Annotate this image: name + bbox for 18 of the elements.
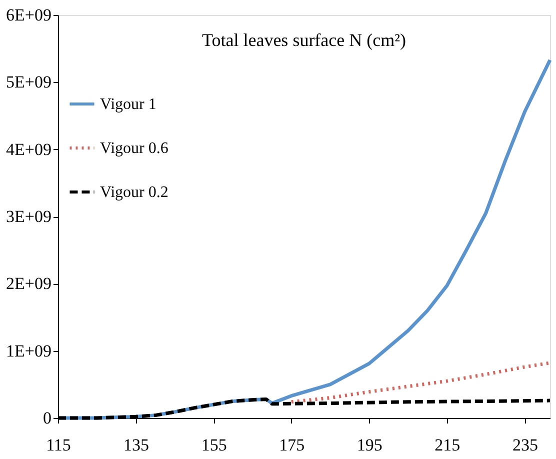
y-tick-label: 1E+09 bbox=[6, 341, 52, 360]
x-tick-label: 135 bbox=[124, 436, 150, 454]
y-tick-label: 0 bbox=[43, 408, 52, 428]
y-tick-label: 6E+09 bbox=[6, 6, 52, 24]
legend-label: Vigour 1 bbox=[100, 96, 156, 113]
x-tick-label: 115 bbox=[46, 436, 71, 454]
x-tick-label: 215 bbox=[434, 436, 460, 454]
y-tick-label: 3E+09 bbox=[6, 207, 52, 226]
legend-label: Vigour 0.2 bbox=[100, 184, 168, 201]
x-tick-label: 155 bbox=[201, 436, 227, 454]
y-tick-label: 5E+09 bbox=[6, 72, 52, 92]
y-tick-label: 2E+09 bbox=[6, 274, 52, 294]
legend-label: Vigour 0.6 bbox=[100, 140, 168, 157]
x-tick-label: 195 bbox=[356, 436, 382, 454]
text: Total leaves surface N (cm²) bbox=[202, 30, 406, 50]
x-tick-label: 235 bbox=[512, 436, 538, 454]
x-tick-label: 175 bbox=[279, 436, 305, 454]
y-tick-label: 4E+09 bbox=[6, 140, 52, 159]
